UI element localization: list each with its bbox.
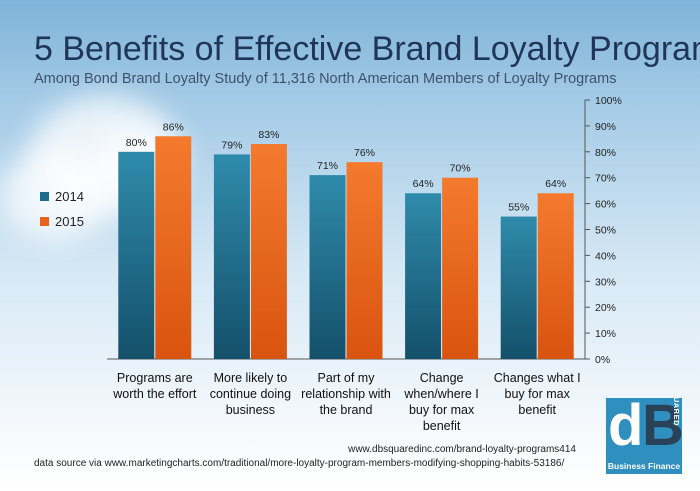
- data-label-2014-1: 80%: [126, 137, 147, 149]
- logo-letter-d: d: [608, 398, 643, 458]
- legend-label-2014: 2014: [55, 189, 84, 204]
- legend-item-2015: 2015: [40, 209, 84, 234]
- legend-swatch-2015: [40, 217, 49, 226]
- bar-2015-2: [250, 144, 287, 359]
- legend-swatch-2014: [40, 192, 49, 201]
- y-tick-label: 90%: [595, 121, 616, 133]
- footer-source: data source via www.marketingcharts.com/…: [34, 458, 565, 469]
- y-tick-label: 80%: [595, 147, 616, 159]
- logo-letter-b: B: [642, 398, 682, 458]
- chart-subtitle: Among Bond Brand Loyalty Study of 11,316…: [34, 71, 617, 87]
- bar-2014-4: [405, 193, 442, 359]
- bar-2015-4: [442, 177, 479, 359]
- y-tick-label: 0%: [595, 354, 610, 366]
- data-label-2015-3: 76%: [354, 147, 375, 159]
- data-label-2015-5: 64%: [545, 178, 566, 190]
- bar-2015-1: [155, 136, 192, 359]
- y-tick-label: 40%: [595, 250, 616, 262]
- legend: 2014 2015: [40, 184, 84, 234]
- bar-2014-3: [309, 175, 346, 359]
- y-tick-label: 30%: [595, 276, 616, 288]
- y-tick-label: 20%: [595, 302, 616, 314]
- logo-tagline: Business Finance: [607, 461, 681, 471]
- data-label-2015-1: 86%: [163, 121, 184, 133]
- footer-url: www.dbsquaredinc.com/brand-loyalty-progr…: [348, 444, 576, 455]
- data-label-2014-2: 79%: [221, 139, 242, 151]
- y-tick-label: 60%: [595, 199, 616, 211]
- bar-2015-3: [346, 162, 383, 359]
- y-tick-label: 10%: [595, 328, 616, 340]
- bar-2015-5: [537, 193, 574, 359]
- bar-2014-5: [500, 216, 537, 359]
- legend-label-2015: 2015: [55, 214, 84, 229]
- y-tick-label: 70%: [595, 173, 616, 185]
- category-label-2: More likely to continue doing business: [210, 371, 291, 417]
- bar-2014-2: [213, 154, 250, 359]
- legend-item-2014: 2014: [40, 184, 84, 209]
- y-tick-label: 50%: [595, 225, 616, 237]
- chart-title: 5 Benefits of Effective Brand Loyalty Pr…: [34, 30, 700, 68]
- data-label-2014-4: 64%: [413, 178, 434, 190]
- bar-2014-1: [118, 151, 155, 359]
- logo-squared-text: SQUARED: [672, 398, 681, 426]
- data-label-2015-2: 83%: [258, 129, 279, 141]
- data-label-2014-5: 55%: [508, 202, 529, 214]
- dbsquared-logo: d B SQUARED Business Finance: [606, 398, 682, 474]
- data-label-2015-4: 70%: [450, 163, 471, 175]
- y-tick-label: 100%: [595, 95, 622, 107]
- category-label-3: Part of my relationship with the brand: [301, 371, 391, 417]
- category-label-1: Programs are worth the effort: [112, 371, 197, 401]
- data-label-2014-3: 71%: [317, 160, 338, 172]
